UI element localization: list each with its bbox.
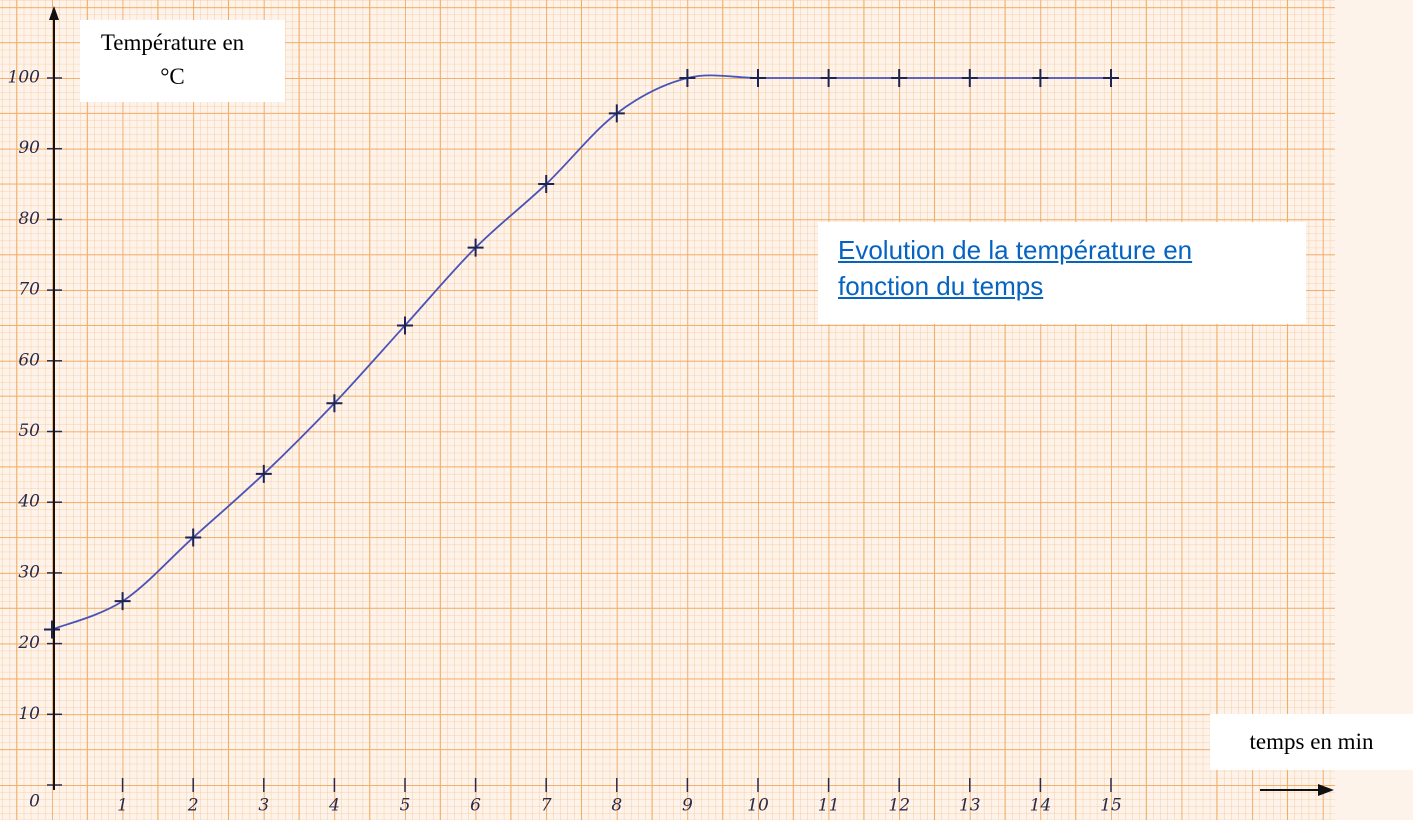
chart-title: Evolution de la température en fonction … (818, 222, 1306, 324)
y-tick-label: 20 (17, 633, 40, 653)
x-tick-label: 11 (818, 796, 840, 816)
y-tick-label: 30 (18, 562, 40, 582)
y-tick-label: 80 (18, 209, 40, 229)
x-tick-label: 15 (1100, 796, 1122, 816)
x-tick-label: 5 (400, 796, 411, 816)
x-tick-label: 4 (328, 796, 340, 816)
y-axis-label: Température en °C (80, 20, 285, 102)
y-tick-label: 50 (18, 421, 40, 441)
x-tick-label: 8 (611, 796, 622, 816)
y-tick-label: 40 (17, 492, 40, 512)
y-tick-label: 60 (18, 350, 40, 370)
x-tick-label: 14 (1030, 796, 1052, 816)
y-tick-label: 100 (8, 68, 41, 88)
x-tick-label: 13 (959, 796, 981, 816)
x-tick-label: 1 (117, 796, 128, 816)
x-tick-label: 2 (187, 796, 199, 816)
x-tick-label: 9 (682, 796, 693, 816)
y-tick-label: 0 (29, 792, 40, 812)
x-axis-label: temps en min (1210, 714, 1413, 770)
x-tick-label: 6 (470, 796, 481, 816)
page: {"chart_data": {"type": "line", "title":… (0, 0, 1413, 820)
y-tick-label: 70 (18, 280, 40, 300)
x-tick-label: 10 (747, 796, 769, 816)
x-tick-label: 7 (541, 796, 552, 816)
y-tick-label: 10 (18, 704, 40, 724)
paper-grid-major (0, 0, 1335, 820)
chart: 0102030405060708090100123456789101112131… (0, 0, 1413, 820)
x-tick-label: 12 (888, 796, 910, 816)
y-tick-label: 90 (18, 138, 40, 158)
x-tick-label: 3 (258, 796, 269, 816)
